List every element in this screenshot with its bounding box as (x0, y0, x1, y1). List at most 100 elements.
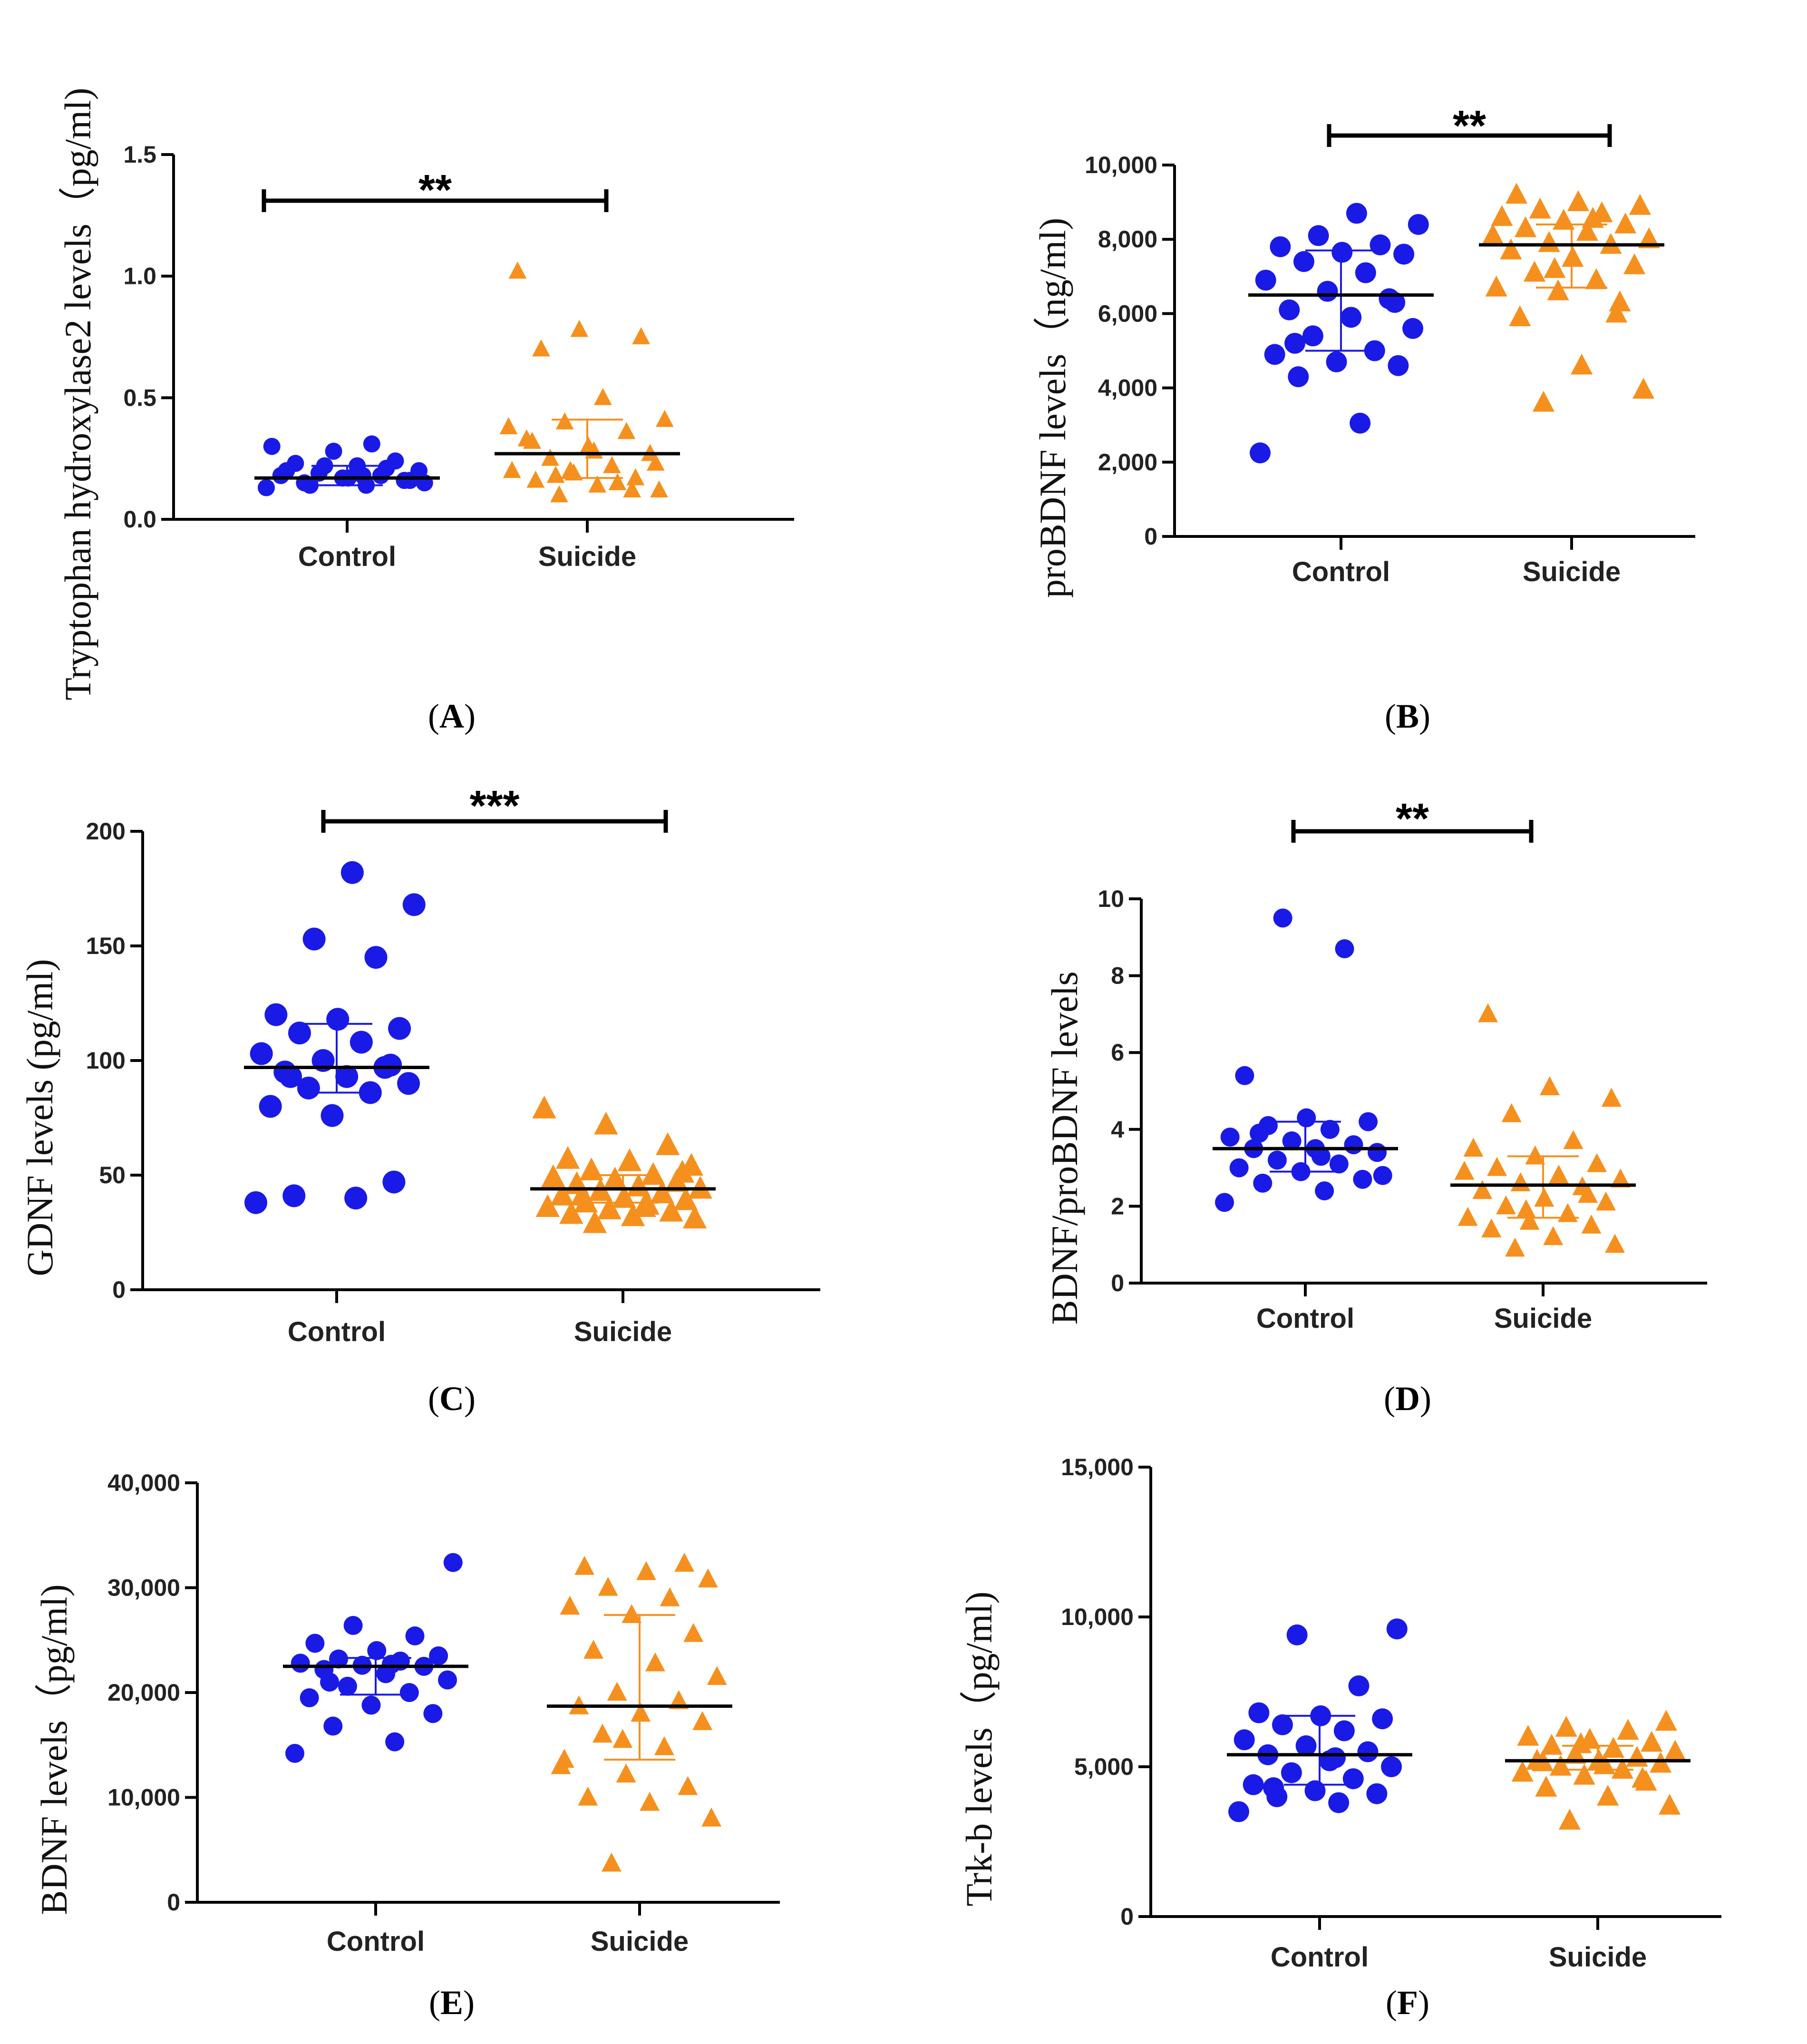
panel-e-suicide-point (674, 1552, 695, 1572)
panel-d-suicide-point (1543, 1226, 1564, 1246)
panel-d-control-point (1329, 1154, 1349, 1174)
panel-c-category-label: Suicide (574, 1316, 672, 1347)
panel-e-ytick-label: 30,000 (107, 1575, 180, 1601)
panel-a-suicide-point (508, 261, 527, 279)
panel-a-ytick-label: 0.0 (123, 506, 156, 533)
panel-a-control-point (325, 442, 342, 460)
panel-f-suicide-point (1602, 1737, 1624, 1758)
panel-f-control-point (1286, 1624, 1308, 1645)
panel-e-suicide-point (622, 1604, 642, 1623)
panel-e-control-point (291, 1654, 310, 1673)
panel-e-suicide-point (654, 1736, 674, 1755)
panel-b-suicide-point (1567, 190, 1590, 211)
panel-b-suicide-point (1509, 305, 1531, 327)
panel-b-control-point (1279, 299, 1300, 321)
panel-f-control-point (1333, 1720, 1355, 1742)
panel-c-suicide-point (555, 1146, 580, 1169)
panel-a-suicide-point (550, 485, 568, 503)
panel-f-control-point (1328, 1792, 1350, 1813)
panel-a-control-point (363, 435, 380, 453)
panel-e-suicide-point (578, 1786, 598, 1806)
panel-a-ylabel: Tryptophan hydroxylase2 levels（pg/ml) (57, 88, 98, 700)
panel-d-suicide-point (1578, 1184, 1598, 1203)
panel-d-significance-label: ** (1396, 795, 1429, 843)
panel-c-control-point (382, 1170, 406, 1194)
panel-f-ytick-label: 15,000 (1061, 1454, 1134, 1480)
panel-c-suicide-point (673, 1187, 698, 1210)
panel-d-ylabel: BDNF/proBDNF levels (1044, 971, 1085, 1324)
panel-f-suicide-point (1558, 1809, 1581, 1830)
panel-f-control-point (1272, 1714, 1293, 1735)
panel-f-control-point (1381, 1756, 1402, 1777)
panel-b-suicide-point (1523, 261, 1546, 282)
panel-a-category-label: Control (298, 541, 396, 572)
panel-c-control-point (326, 1008, 350, 1031)
panel-d-control-point (1267, 1150, 1287, 1170)
panel-b-ytick-label: 10,000 (1085, 152, 1157, 178)
panel-d-control-point (1373, 1166, 1392, 1185)
panel-b-control-point (1346, 203, 1367, 224)
panel-d-control-point (1273, 908, 1292, 928)
panel-b-control-point (1293, 251, 1314, 273)
panel-b-suicide-point (1638, 227, 1660, 249)
panel-e-suicide-point (560, 1596, 580, 1615)
panel-d-suicide-point (1525, 1145, 1545, 1165)
panel-c-suicide-point (650, 1180, 674, 1204)
panel-f-suicide-point (1655, 1710, 1677, 1731)
panel-c-control-point (364, 946, 388, 969)
panel-d-control-point (1311, 1147, 1331, 1166)
panel-d-suicide-point (1496, 1195, 1516, 1215)
panel-a-suicide-point (617, 422, 636, 439)
panel-d-control-point (1315, 1181, 1334, 1201)
panel-e-chart: 0 10,000 20,000 30,000 40,000 Control Suicide B… (33, 1470, 780, 1957)
panel-e-control-point (385, 1732, 405, 1752)
panel-d-ytick-label: 10 (1098, 886, 1124, 912)
panel-c-control-point (279, 1065, 302, 1088)
panel-a-suicide-point (588, 475, 607, 493)
panel-c-ytick-label: 150 (86, 933, 126, 959)
panel-b-suicide-point (1491, 205, 1513, 226)
panel-e-control-point (423, 1704, 443, 1723)
panel-a-control-point (354, 467, 371, 484)
panel-e-category-label: Control (327, 1926, 425, 1957)
panel-d-chart: 0 2 4 6 8 10 Control Suicide BDNF/proBDNF levels… (1044, 795, 1707, 1334)
panel-b-suicide-point (1532, 390, 1555, 412)
panel-f-control-point (1386, 1618, 1408, 1640)
panel-c-suicide-point (632, 1194, 656, 1217)
panel-b-suicide-point (1529, 197, 1551, 219)
panel-b-suicide-point (1547, 279, 1569, 301)
panel-e-control-point (305, 1634, 325, 1653)
panel-a-control-point (263, 438, 281, 455)
panel-c-suicide-point (583, 1210, 607, 1233)
panel-a-significance-label: ** (418, 166, 452, 214)
panel-c-suicide-point (617, 1148, 642, 1171)
panel-e-control-point (443, 1553, 463, 1572)
panel-a-control-point (378, 459, 395, 477)
panel-f-suicide-point (1641, 1731, 1663, 1752)
panel-c-ylabel: GDNF levels (pg/ml) (19, 959, 60, 1276)
panel-f-control-point (1263, 1777, 1284, 1799)
panel-e-control-point (323, 1716, 343, 1736)
panel-e-suicide-point (607, 1682, 627, 1701)
panel-a-suicide-point (503, 461, 521, 478)
panel-d-suicide-point (1610, 1168, 1631, 1187)
panel-b-suicide-point (1582, 207, 1604, 228)
panel-f-suicide-point (1632, 1767, 1654, 1788)
panel-d-suicide-point (1587, 1153, 1607, 1172)
panel-f-suicide-point (1597, 1784, 1619, 1806)
panel-f-control-point (1281, 1762, 1302, 1783)
panel-f-control-point (1304, 1780, 1326, 1801)
panel-b-ytick-label: 8,000 (1098, 226, 1157, 253)
panel-e-ytick-label: 0 (167, 1889, 180, 1916)
panel-e-suicide-point (601, 1852, 622, 1872)
panel-c-significance-label: *** (469, 782, 519, 830)
panel-f-control-point (1228, 1801, 1249, 1822)
panel-e-category-label: Suicide (591, 1926, 689, 1957)
panel-f-suicide-point (1664, 1740, 1686, 1761)
panel-a-suicide-point (626, 468, 645, 486)
panel-d-caption: (D) (1384, 1380, 1431, 1418)
panel-e-suicide-point (660, 1587, 680, 1606)
panel-b-suicide-point (1505, 183, 1528, 204)
panel-e-ylabel: BDNF levels（pg/ml) (33, 1584, 75, 1915)
panel-b-control-point (1402, 318, 1424, 339)
